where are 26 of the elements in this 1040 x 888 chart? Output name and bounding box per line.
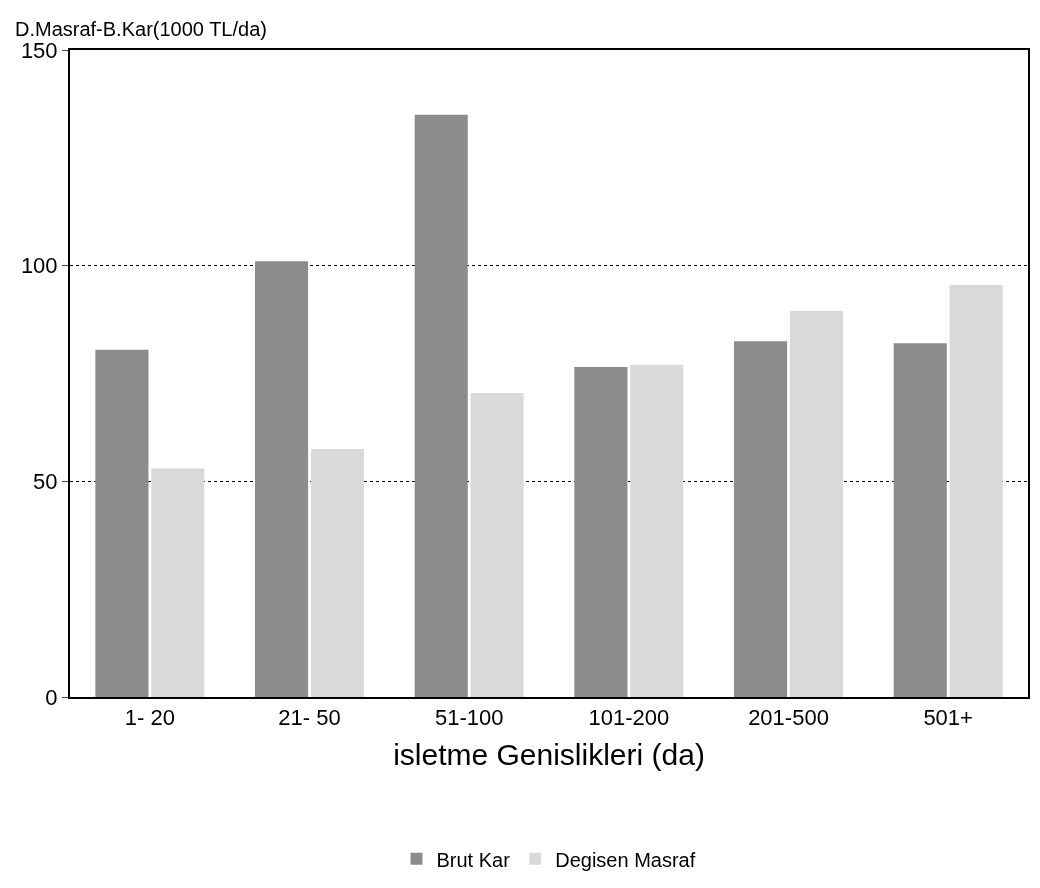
bar	[630, 364, 684, 697]
y-tick-label: 100	[20, 253, 58, 279]
bar	[949, 285, 1003, 697]
legend-label: Degisen Masraf	[555, 848, 696, 871]
x-tick-label: 21- 50	[278, 705, 341, 731]
legend-label: Brut Kar	[436, 848, 511, 871]
x-tick-label: 1- 20	[124, 705, 175, 731]
bar	[95, 349, 149, 697]
x-tick-label: 501+	[923, 705, 973, 731]
bar	[470, 392, 524, 697]
bar	[414, 114, 468, 697]
y-axis-title: D.Masraf-B.Kar(1000 TL/da)	[15, 18, 267, 40]
x-axis-title: isletme Genislikleri (da)	[393, 738, 705, 772]
bar	[310, 448, 364, 697]
bar	[151, 468, 205, 697]
bar	[255, 261, 309, 697]
x-tick-label: 101-200	[588, 705, 670, 731]
x-tick-label: 201-500	[748, 705, 829, 731]
bar	[789, 310, 843, 697]
y-tick-label: 150	[20, 37, 58, 63]
bar	[574, 367, 628, 697]
bar	[734, 341, 788, 697]
y-tick-label: 50	[33, 469, 58, 495]
y-tick-label: 0	[45, 684, 58, 710]
bar	[893, 343, 947, 697]
x-tick-label: 51-100	[434, 705, 504, 731]
